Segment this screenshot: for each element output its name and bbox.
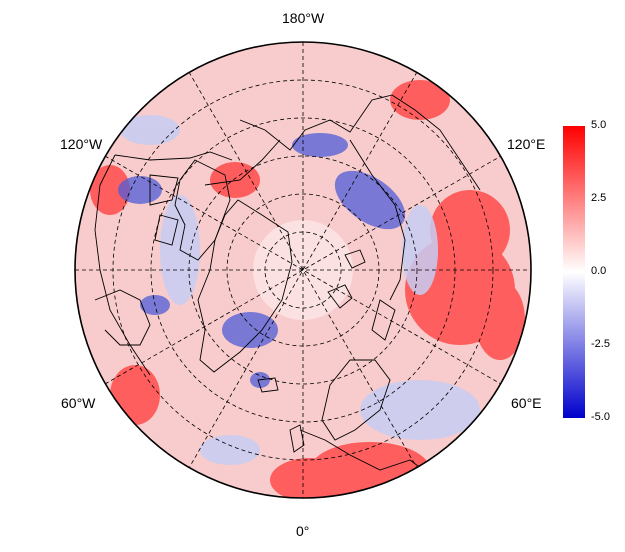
colorbar-tick-label: 5.0 xyxy=(591,119,607,131)
colorbar-tick-label: -5.0 xyxy=(591,411,610,423)
lon-label-top: 180°W xyxy=(282,10,325,26)
colorbar xyxy=(563,126,585,418)
colorbar-tick-label: -2.5 xyxy=(591,338,610,350)
coastlines xyxy=(94,94,481,476)
lon-label-lower-right: 60°E xyxy=(511,395,542,411)
lon-label-lower-left: 60°W xyxy=(61,395,96,411)
map-boundary xyxy=(74,41,532,499)
graticule xyxy=(75,42,531,498)
lon-label-upper-left: 120°W xyxy=(60,136,103,152)
lon-label-bottom: 0° xyxy=(296,523,310,539)
lon-label-upper-right: 120°E xyxy=(507,136,546,152)
anomaly-field xyxy=(75,42,531,498)
colorbar-tick-label: 0.0 xyxy=(591,265,607,277)
colorbar-tick-label: 2.5 xyxy=(591,192,607,204)
